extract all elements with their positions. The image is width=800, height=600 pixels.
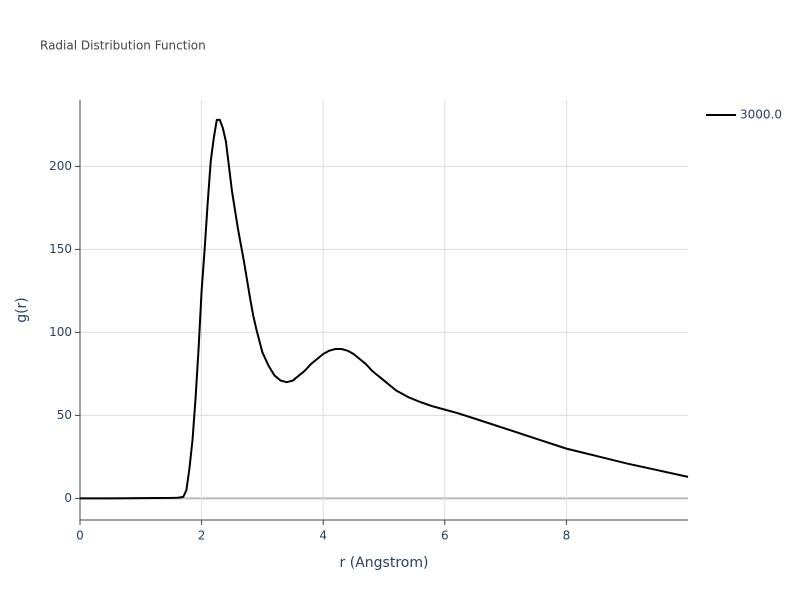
y-axis-label: g(r): [14, 297, 30, 323]
x-tick-label: 2: [198, 529, 206, 543]
y-tick-label: 100: [49, 325, 72, 339]
legend-label: 3000.0: [740, 108, 782, 122]
x-tick-label: 8: [563, 529, 571, 543]
x-tick-label: 0: [76, 529, 84, 543]
x-axis-label: r (Angstrom): [340, 555, 429, 571]
y-tick-label: 200: [49, 159, 72, 173]
x-tick-label: 4: [319, 529, 327, 543]
data-line: [80, 118, 689, 500]
x-tick-label: 6: [441, 529, 449, 543]
chart-title: Radial Distribution Function: [40, 39, 206, 53]
y-tick-label: 50: [57, 408, 72, 422]
y-tick-label: 0: [64, 491, 72, 505]
y-tick-label: 150: [49, 242, 72, 256]
